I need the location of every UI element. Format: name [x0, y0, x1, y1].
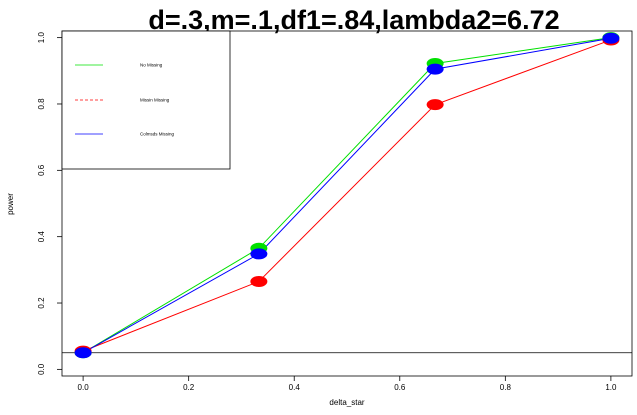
y-tick-label: 0.8	[37, 98, 46, 110]
data-point-series-2	[602, 32, 620, 44]
legend-label-missin-missing: Missin Missing	[140, 98, 170, 103]
x-axis-label: delta_star	[329, 398, 364, 407]
y-tick-label: 0.2	[37, 297, 46, 309]
y-axis-label: power	[6, 193, 15, 215]
x-tick-label: 1.0	[605, 383, 617, 392]
y-tick-label: 1.0	[37, 32, 46, 44]
plot-frame	[61, 30, 633, 377]
legend-label-colmsds-missing: Colmsds Missing	[140, 132, 175, 137]
y-tick-label: 0.6	[37, 164, 46, 176]
x-tick-label: 0.0	[78, 383, 90, 392]
series-line-1	[82, 39, 612, 352]
legend: No Missing Missin Missing Colmsds Missin…	[61, 30, 231, 170]
x-axis: 0.0 0.2 0.4 0.6 0.8 1.0	[78, 376, 617, 392]
y-tick-label: 0.4	[37, 231, 46, 243]
data-point-series-2	[426, 63, 444, 75]
y-axis: 0.0 0.2 0.4 0.6 0.8 1.0	[37, 32, 62, 375]
chart-title: d=.3,m=.1,df1=.84,lambda2=6.72	[148, 5, 559, 35]
legend-label-no-missing: No Missing	[140, 63, 163, 68]
y-tick-label: 0.0	[37, 363, 46, 375]
series-line-2	[82, 37, 611, 354]
data-point-series-1	[426, 99, 444, 111]
x-tick-label: 0.4	[289, 383, 301, 392]
x-tick-label: 0.8	[500, 383, 512, 392]
data-point-series-2	[74, 347, 92, 359]
plot-series	[74, 32, 620, 359]
data-point-series-1	[250, 275, 268, 287]
data-point-series-2	[250, 248, 268, 260]
series-line-0	[82, 37, 611, 354]
x-tick-label: 0.6	[394, 383, 406, 392]
x-tick-label: 0.2	[183, 383, 195, 392]
